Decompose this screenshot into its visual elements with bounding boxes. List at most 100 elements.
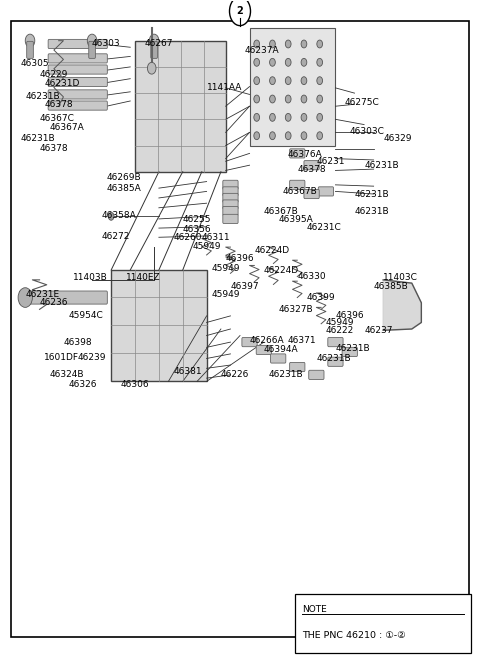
Text: NOTE: NOTE (302, 605, 327, 614)
FancyBboxPatch shape (223, 200, 238, 209)
Circle shape (229, 0, 251, 26)
Circle shape (108, 213, 114, 220)
Text: 46236: 46236 (39, 298, 68, 307)
Text: 46397: 46397 (230, 282, 259, 291)
FancyBboxPatch shape (223, 187, 238, 196)
Text: 46356: 46356 (183, 225, 211, 234)
Text: 46398: 46398 (63, 338, 92, 347)
FancyBboxPatch shape (48, 39, 108, 49)
Circle shape (285, 95, 291, 103)
FancyBboxPatch shape (289, 363, 305, 372)
Circle shape (285, 77, 291, 85)
Text: THE PNC 46210 : ①-②: THE PNC 46210 : ①-② (302, 631, 406, 640)
FancyBboxPatch shape (328, 338, 343, 347)
Circle shape (270, 40, 276, 48)
Circle shape (254, 59, 260, 66)
FancyBboxPatch shape (304, 190, 319, 199)
Text: 46231B: 46231B (355, 190, 389, 199)
FancyBboxPatch shape (318, 187, 334, 196)
Text: 46231B: 46231B (336, 344, 370, 353)
Circle shape (270, 95, 276, 103)
FancyBboxPatch shape (48, 101, 108, 110)
Circle shape (270, 113, 276, 121)
Circle shape (254, 40, 260, 48)
Text: 46367A: 46367A (49, 122, 84, 132)
Bar (111, 270, 206, 382)
FancyBboxPatch shape (48, 54, 108, 63)
Text: 46399: 46399 (307, 293, 336, 302)
Text: 46378: 46378 (39, 144, 68, 153)
Text: 1141AA: 1141AA (206, 84, 242, 92)
Circle shape (270, 77, 276, 85)
Circle shape (301, 40, 307, 48)
FancyBboxPatch shape (89, 41, 96, 59)
Text: 46229: 46229 (39, 70, 68, 79)
Circle shape (285, 132, 291, 139)
Text: 46275C: 46275C (345, 99, 380, 107)
Text: 46327B: 46327B (278, 305, 313, 314)
Text: 46376A: 46376A (288, 150, 323, 159)
FancyBboxPatch shape (223, 207, 238, 216)
Circle shape (149, 34, 159, 47)
Circle shape (301, 113, 307, 121)
Circle shape (87, 34, 97, 47)
Text: 46367B: 46367B (283, 187, 318, 196)
Text: 46239: 46239 (78, 353, 106, 362)
Text: 46396: 46396 (336, 311, 364, 320)
Text: 46231C: 46231C (307, 223, 342, 232)
Text: 46358A: 46358A (102, 211, 136, 220)
Circle shape (317, 77, 323, 85)
Polygon shape (383, 280, 421, 330)
Text: 11403B: 11403B (73, 273, 108, 282)
Circle shape (254, 113, 260, 121)
Text: 46306: 46306 (120, 380, 149, 389)
Text: 46267: 46267 (144, 39, 173, 49)
Circle shape (285, 113, 291, 121)
FancyBboxPatch shape (48, 65, 108, 74)
Text: 46231B: 46231B (25, 92, 60, 101)
Circle shape (25, 34, 35, 47)
Text: 46371: 46371 (288, 336, 316, 345)
Bar (250, 28, 336, 145)
FancyBboxPatch shape (309, 370, 324, 380)
Text: 46367C: 46367C (39, 114, 74, 122)
Text: 46226: 46226 (221, 370, 249, 380)
Text: 46324B: 46324B (49, 370, 84, 380)
FancyBboxPatch shape (223, 215, 238, 224)
Text: 46381: 46381 (173, 367, 202, 376)
Text: 46224D: 46224D (254, 246, 289, 255)
Text: 1601DF: 1601DF (44, 353, 79, 362)
Text: 46231: 46231 (316, 157, 345, 166)
Bar (135, 41, 226, 172)
Text: 46237A: 46237A (245, 46, 279, 55)
FancyBboxPatch shape (223, 193, 238, 203)
Circle shape (270, 132, 276, 139)
Text: 46272: 46272 (102, 232, 130, 241)
Text: 46396: 46396 (226, 255, 254, 263)
Circle shape (301, 132, 307, 139)
Text: 46255: 46255 (183, 215, 211, 224)
Circle shape (317, 95, 323, 103)
Circle shape (270, 59, 276, 66)
Text: 46305: 46305 (21, 59, 49, 68)
FancyBboxPatch shape (304, 161, 319, 170)
FancyBboxPatch shape (48, 90, 108, 99)
FancyBboxPatch shape (295, 594, 471, 653)
Text: 46231E: 46231E (25, 290, 60, 299)
Text: 46326: 46326 (68, 380, 96, 389)
Text: 46330: 46330 (297, 272, 326, 281)
Text: 46367B: 46367B (264, 207, 299, 216)
Text: 46231D: 46231D (44, 80, 80, 88)
Text: 2: 2 (237, 6, 243, 16)
Text: 45949: 45949 (192, 242, 221, 251)
FancyBboxPatch shape (11, 21, 469, 637)
FancyBboxPatch shape (223, 180, 238, 190)
FancyBboxPatch shape (289, 149, 305, 158)
Text: 46231B: 46231B (269, 370, 303, 380)
Circle shape (254, 132, 260, 139)
Text: 46303C: 46303C (350, 126, 384, 136)
Text: 11403C: 11403C (383, 273, 418, 282)
Circle shape (301, 59, 307, 66)
Text: 46224D: 46224D (264, 266, 299, 274)
Text: 46385B: 46385B (373, 282, 408, 291)
